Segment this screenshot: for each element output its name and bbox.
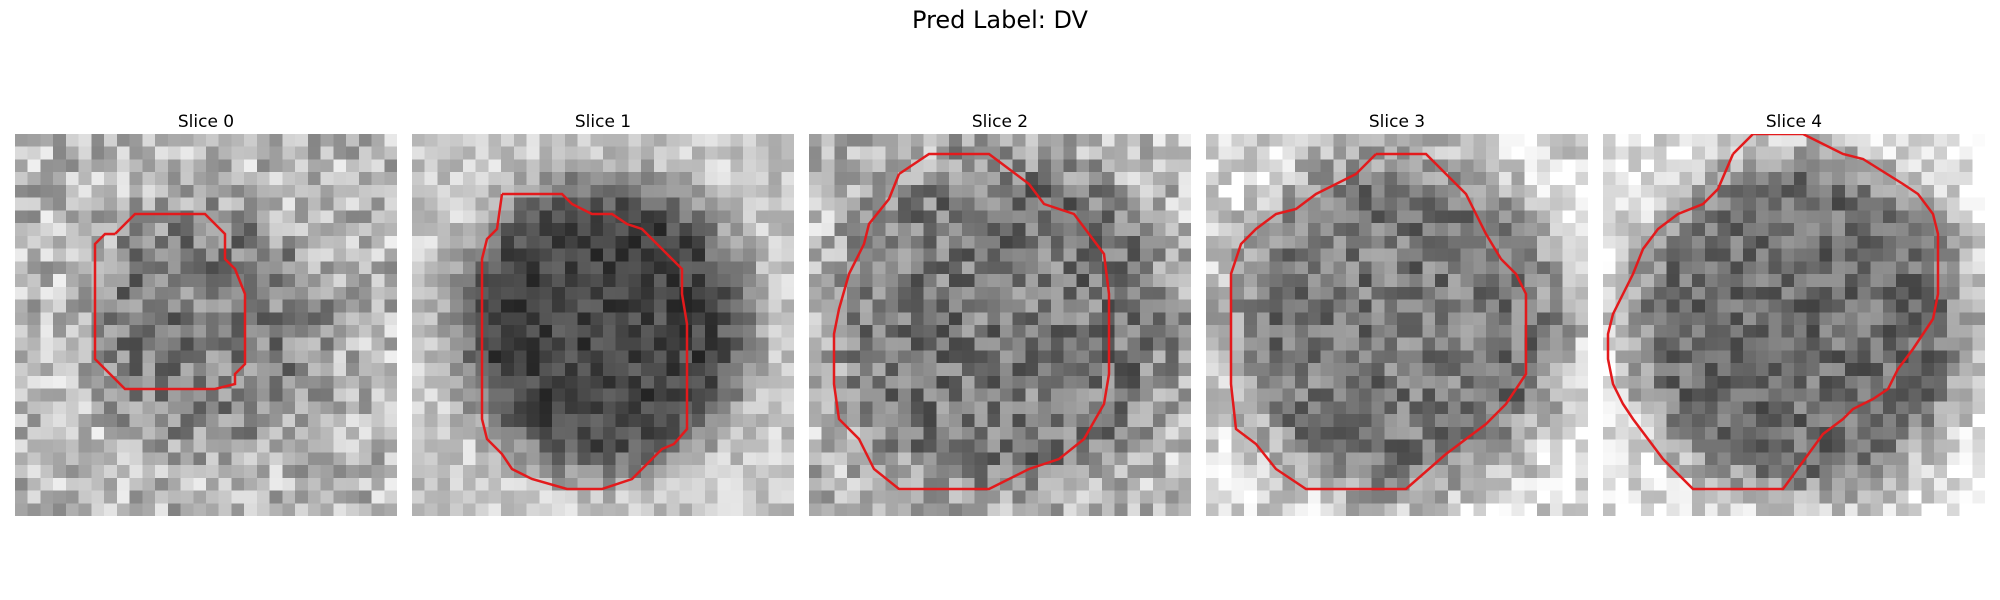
slice-image-2 — [809, 134, 1191, 516]
slice-panel-3: Slice 3 — [1206, 110, 1588, 516]
segmentation-contour-2 — [832, 152, 1111, 491]
segmentation-contour-4 — [1606, 134, 1940, 491]
slice-image-4 — [1603, 134, 1985, 516]
grayscale-image-2 — [809, 134, 1191, 516]
slice-title-0: Slice 0 — [177, 112, 235, 132]
slice-title-2: Slice 2 — [971, 112, 1029, 132]
contour-overlay-3 — [1229, 152, 1528, 491]
slice-title-4: Slice 4 — [1765, 112, 1823, 132]
slice-panel-1: Slice 1 — [412, 110, 794, 516]
contour-overlay-1 — [480, 192, 689, 491]
slice-title-1: Slice 1 — [574, 112, 632, 132]
segmentation-contour-0 — [93, 212, 247, 391]
segmentation-contour-1 — [480, 192, 689, 491]
slice-panel-2: Slice 2 — [809, 110, 1191, 516]
contour-overlay-2 — [832, 152, 1111, 491]
contour-overlay-4 — [1606, 134, 1940, 491]
grayscale-image-1 — [412, 134, 794, 516]
slice-image-3 — [1206, 134, 1588, 516]
grayscale-image-3 — [1206, 134, 1588, 516]
slice-panel-0: Slice 0 — [15, 110, 397, 516]
segmentation-contour-3 — [1229, 152, 1528, 491]
slice-title-3: Slice 3 — [1368, 112, 1426, 132]
slice-image-0 — [15, 134, 397, 516]
slice-panel-4: Slice 4 — [1603, 110, 1985, 516]
contour-overlay-0 — [93, 212, 247, 391]
slice-image-1 — [412, 134, 794, 516]
figure-title: Pred Label: DV — [912, 6, 1088, 34]
grayscale-image-0 — [15, 134, 397, 516]
